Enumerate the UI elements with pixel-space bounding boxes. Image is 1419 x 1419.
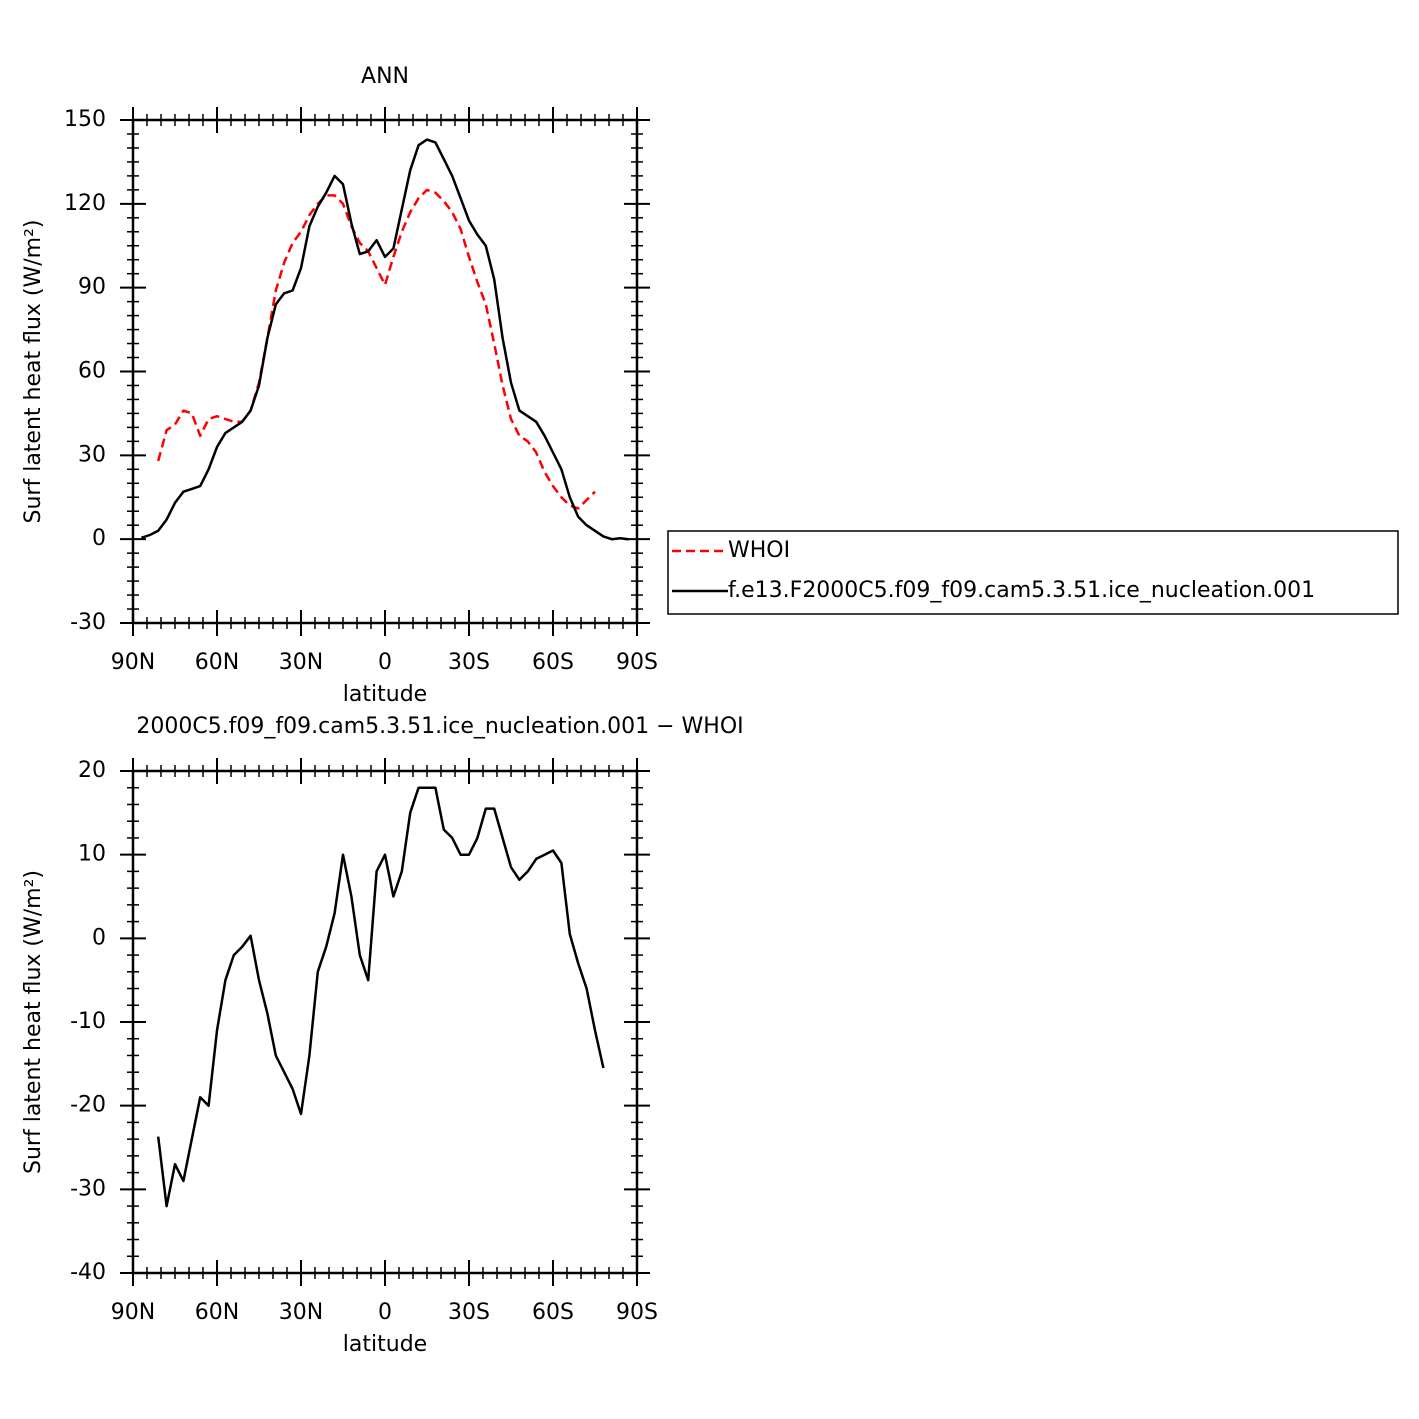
x-tick-label: 90N — [111, 650, 155, 675]
x-axis-label: latitude — [343, 682, 427, 707]
x-axis-label: latitude — [343, 1332, 427, 1357]
plot-frame — [131, 118, 639, 625]
x-tick-label: 90S — [616, 1300, 658, 1325]
y-tick-label: -40 — [70, 1260, 106, 1285]
panel: ANN latitude Surf latent heat flux (W/m²) 1… — [21, 64, 658, 707]
y-axis-label: Surf latent heat flux (W/m²) — [21, 220, 46, 524]
plot-frame — [131, 769, 639, 1275]
x-tick-label: 0 — [378, 650, 392, 675]
x-tick-label: 60N — [195, 650, 239, 675]
y-tick-label: 150 — [64, 107, 106, 132]
panel: 2000C5.f09_f09.cam5.3.51.ice_nucleation.… — [21, 714, 744, 1357]
y-tick-label: 60 — [78, 359, 106, 384]
y-tick-label: 0 — [92, 526, 106, 551]
x-tick-label: 30S — [448, 650, 490, 675]
y-axis-label: Surf latent heat flux (W/m²) — [21, 870, 46, 1174]
y-tick-label: 120 — [64, 191, 106, 216]
y-tick-label: 20 — [78, 758, 106, 783]
y-tick-label: 10 — [78, 842, 106, 867]
legend-label: f.e13.F2000C5.f09_f09.cam5.3.51.ice_nucl… — [728, 578, 1315, 603]
x-tick-label: 0 — [378, 1300, 392, 1325]
x-tick-label: 60N — [195, 1300, 239, 1325]
data-line — [141, 138, 629, 541]
x-tick-label: 90S — [616, 650, 658, 675]
legend: WHOI f.e13.F2000C5.f09_f09.cam5.3.51.ice_… — [667, 530, 1399, 615]
data-line — [156, 188, 596, 510]
x-tick-label: 60S — [532, 650, 574, 675]
x-tick-label: 90N — [111, 1300, 155, 1325]
y-tick-label: -30 — [70, 610, 106, 635]
y-tick-label: 30 — [78, 442, 106, 467]
y-tick-label: -20 — [70, 1093, 106, 1118]
y-tick-label: -30 — [70, 1176, 106, 1201]
y-tick-label: 0 — [92, 925, 106, 950]
chart-title: 2000C5.f09_f09.cam5.3.51.ice_nucleation.… — [136, 714, 743, 739]
chart-title: ANN — [361, 64, 409, 89]
x-tick-label: 30N — [279, 650, 323, 675]
data-line — [156, 786, 605, 1208]
y-tick-label: -10 — [70, 1009, 106, 1034]
legend-label: WHOI — [728, 538, 790, 563]
legend-box — [667, 530, 1399, 615]
x-tick-label: 30N — [279, 1300, 323, 1325]
x-tick-label: 60S — [532, 1300, 574, 1325]
x-tick-label: 30S — [448, 1300, 490, 1325]
y-tick-label: 90 — [78, 275, 106, 300]
